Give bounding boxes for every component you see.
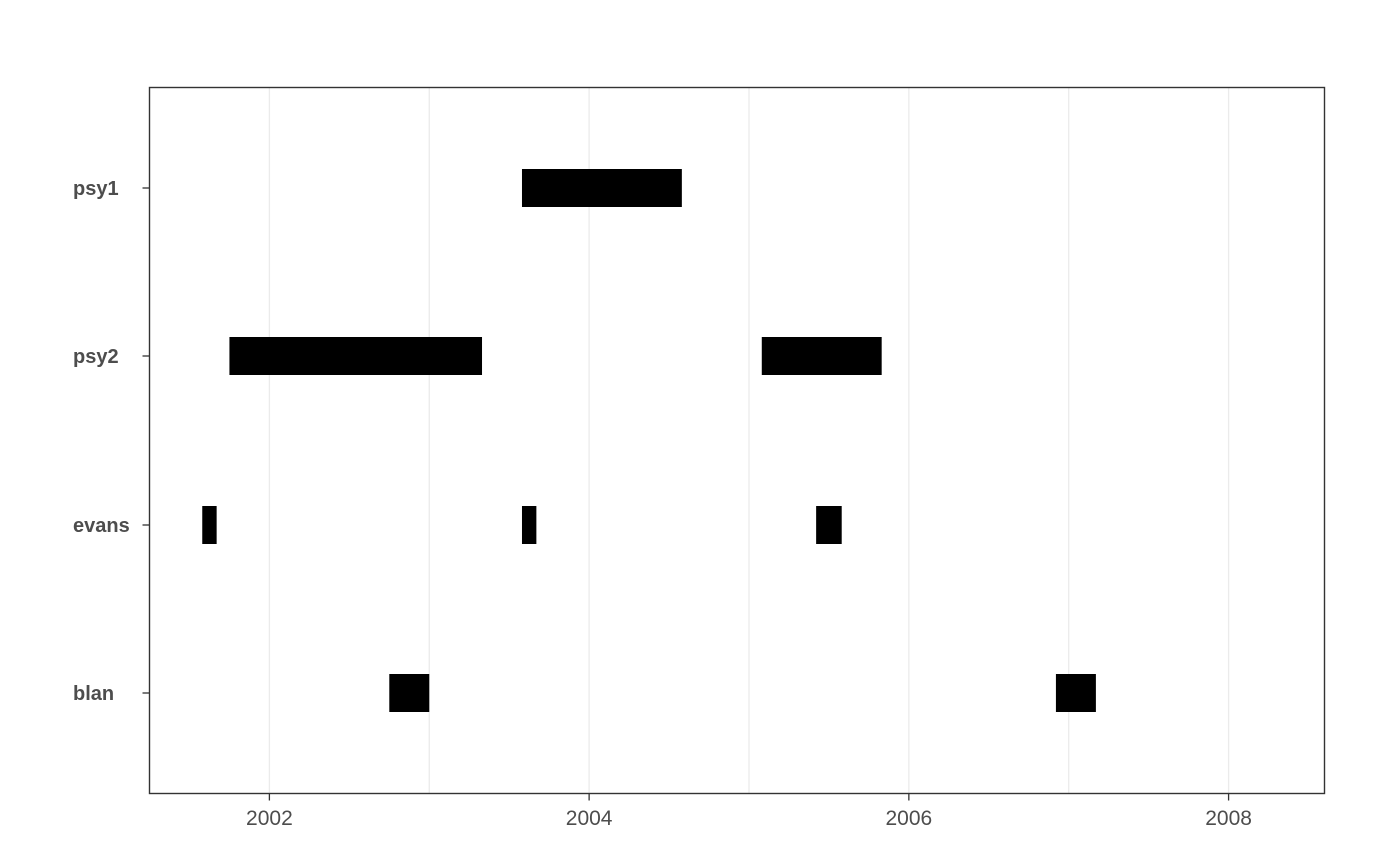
interval-bars	[202, 169, 1096, 712]
x-tick-label: 2002	[246, 807, 293, 830]
x-tick-label: 2006	[885, 807, 932, 830]
interval-bar-blan	[389, 674, 430, 712]
interval-bar-evans	[521, 506, 537, 544]
y-tick-label: psy1	[73, 178, 119, 200]
x-tick-label: 2008	[1205, 807, 1252, 830]
interval-bar-evans	[816, 506, 842, 544]
x-axis: 2002 2004 2006 2008	[246, 793, 1252, 830]
interval-bar-psy2	[761, 337, 882, 375]
interval-bar-psy1	[521, 169, 682, 207]
y-tick-label: blan	[73, 683, 114, 705]
interval-bar-evans	[202, 506, 217, 544]
interval-bar-psy2	[229, 337, 483, 375]
y-axis: psy1 psy2 evans blan	[73, 178, 150, 705]
x-tick-label: 2004	[566, 807, 613, 830]
plot-panel-border	[148, 86, 1326, 795]
y-tick-label: psy2	[73, 346, 119, 368]
y-tick-label: evans	[73, 515, 130, 537]
interval-bar-blan	[1055, 674, 1096, 712]
